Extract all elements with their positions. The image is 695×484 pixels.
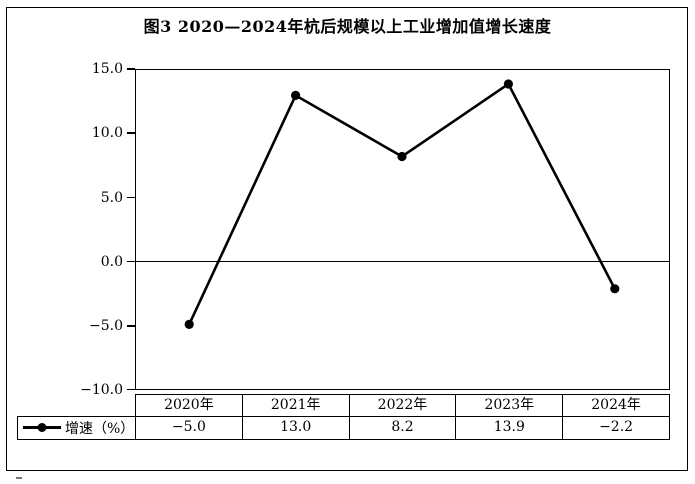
chart-title: 图3 2020—2024年杭后规模以上工业增加值增长速度 — [143, 17, 552, 36]
x-category-cell: 2020年 — [164, 397, 214, 413]
y-axis-tick-mark — [127, 132, 135, 134]
data-value-cell: −2.2 — [562, 416, 669, 439]
data-value-cell: −5.0 — [171, 418, 206, 435]
legend-series-label: 增速（%） — [65, 420, 135, 437]
legend-line-marker-icon — [23, 423, 61, 432]
plot-area — [135, 69, 670, 390]
x-category-cell: 2021年 — [241, 395, 349, 416]
y-axis-tick-mark — [127, 196, 135, 199]
y-axis-tick-label: −10.0 — [80, 382, 123, 398]
data-value-row: −5.0 13.0 8.2 13.9 −2.2 — [135, 415, 670, 440]
y-axis-tick-mark — [127, 325, 135, 327]
y-axis-tick-mark — [127, 68, 135, 70]
y-axis-tick-label: 5.0 — [100, 189, 123, 206]
y-axis-tick-label: 15.0 — [91, 61, 123, 77]
x-category-cell: 2023年 — [455, 395, 562, 416]
y-axis-tick-mark — [127, 388, 135, 390]
data-value-cell: 13.0 — [241, 416, 349, 439]
y-axis-tick-label: 0.0 — [100, 253, 123, 270]
y-axis-tick-mark — [127, 260, 135, 263]
stray-mark — [16, 477, 22, 479]
zero-gridline — [136, 260, 669, 262]
line-series — [184, 79, 620, 329]
legend-cell: 增速（%） — [17, 415, 137, 440]
data-value-cell: 8.2 — [348, 416, 456, 439]
x-category-cell: 2022年 — [348, 395, 456, 416]
x-category-cell: 2024年 — [562, 395, 669, 416]
data-value-cell: 13.9 — [455, 416, 562, 439]
y-axis-tick-label: 10.0 — [91, 125, 123, 141]
y-axis-tick-label: −5.0 — [89, 318, 123, 334]
x-axis-category-row: 2020年 2021年 2022年 2023年 2024年 — [135, 394, 670, 417]
